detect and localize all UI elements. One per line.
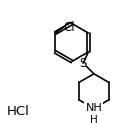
Text: NH: NH: [86, 103, 102, 113]
Text: HCl: HCl: [7, 105, 30, 118]
Text: S: S: [80, 57, 87, 70]
Text: H: H: [90, 115, 98, 123]
Text: Cl: Cl: [64, 21, 75, 34]
